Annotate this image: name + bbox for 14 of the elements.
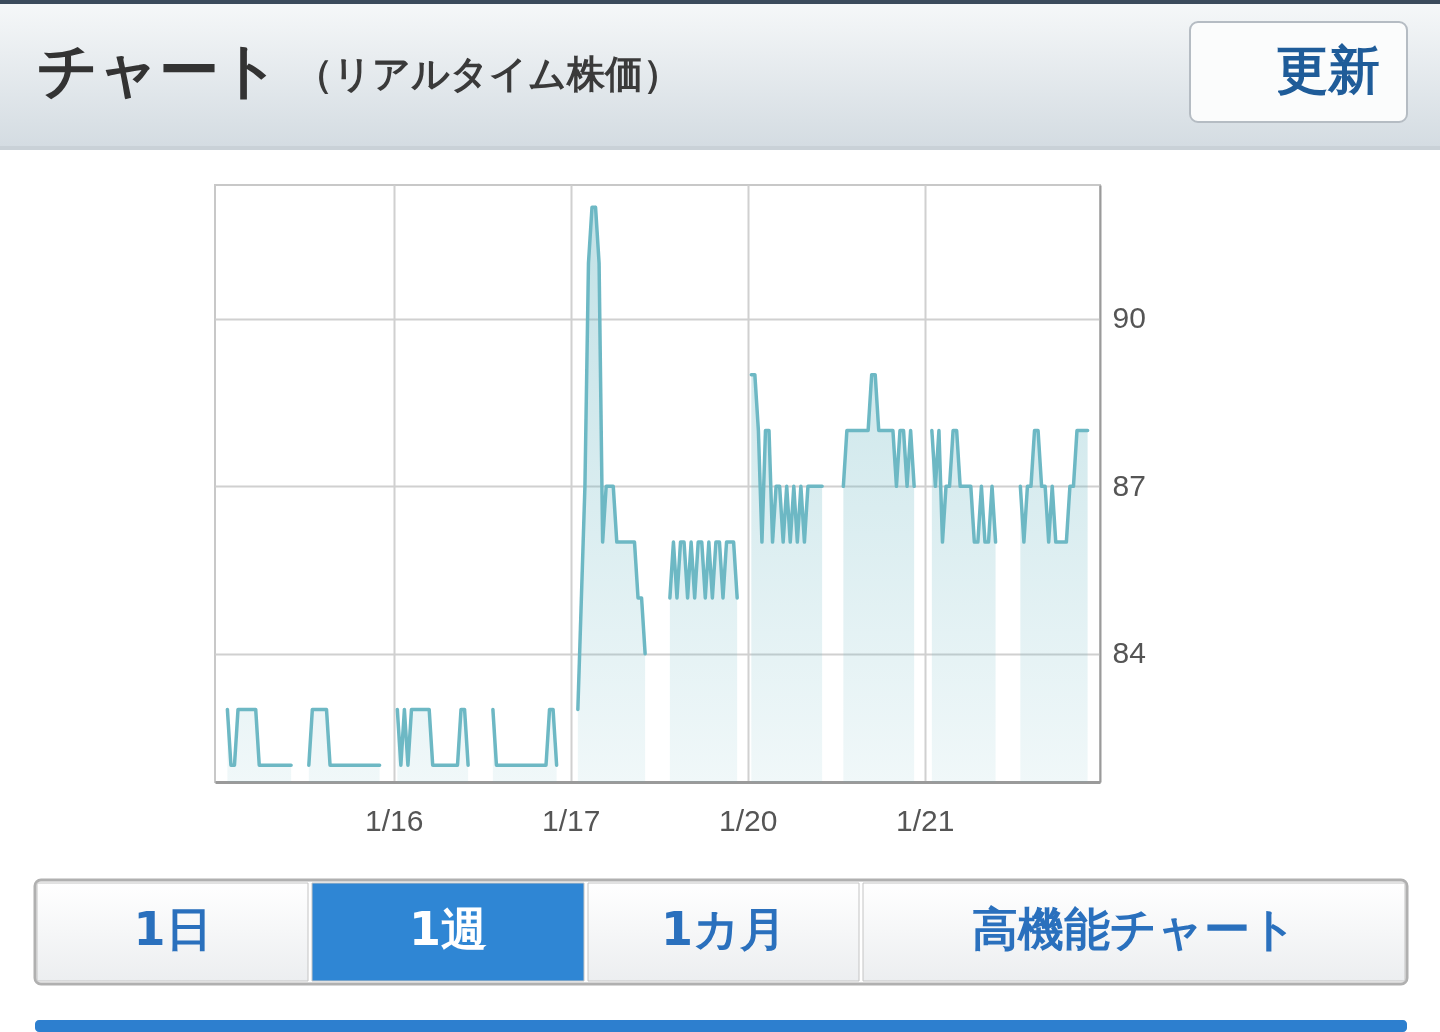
y-tick-label: 87 — [1112, 468, 1146, 502]
text: 1週 — [408, 902, 488, 956]
text: 1日 — [133, 902, 212, 956]
x-tick-label: 1/17 — [542, 803, 601, 837]
chart-title: チャート — [37, 35, 280, 105]
y-tick-label: 84 — [1112, 636, 1146, 670]
text: 更新 — [1276, 40, 1380, 100]
y-tick-label: 90 — [1112, 301, 1146, 335]
x-tick-label: 1/16 — [365, 803, 424, 837]
text: 1カ月 — [660, 902, 787, 956]
x-tick-label: 1/21 — [896, 803, 955, 837]
chart-subtitle: （リアルタイム株価） — [295, 52, 681, 96]
text: 高機能チャート — [971, 902, 1297, 956]
x-tick-label: 1/20 — [719, 803, 778, 837]
